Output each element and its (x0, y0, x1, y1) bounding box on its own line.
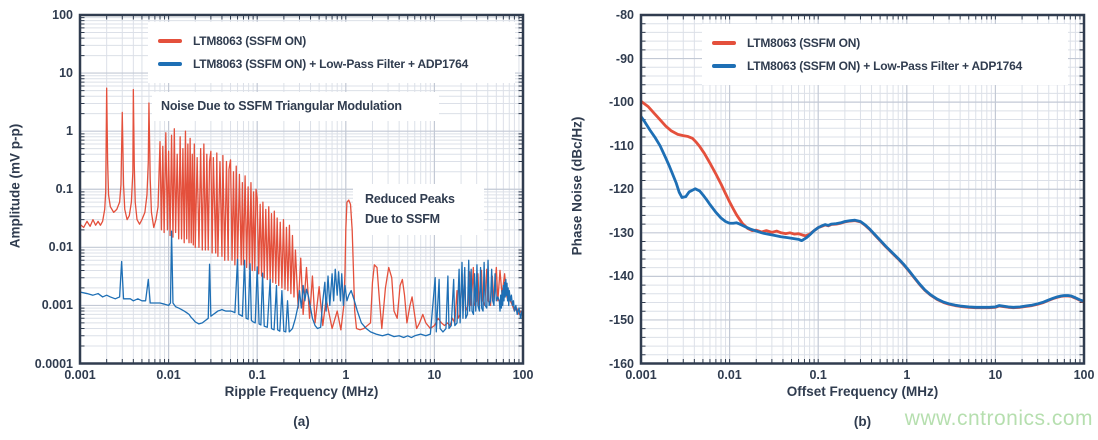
y-tick-label: -120 (608, 182, 634, 197)
legend-line-swatch-red (712, 41, 736, 45)
x-tick-label: 0.01 (156, 368, 181, 382)
x-tick-label: 100 (1073, 368, 1095, 382)
legend-entry-blue: LTM8063 (SSFM ON) + Low-Pass Filter + AD… (712, 59, 1068, 73)
legend-entry-red: LTM8063 (SSFM ON) (158, 34, 515, 48)
x-tick-label: 0.1 (809, 368, 827, 382)
legend-entry-blue: LTM8063 (SSFM ON) + Low-Pass Filter + AD… (158, 57, 515, 71)
legend-line-swatch-blue (712, 64, 736, 68)
x-tick-label: 100 (512, 368, 534, 382)
annotation-text-line1: Reduced Peaks (365, 192, 455, 206)
legend-b: LTM8063 (SSFM ON) LTM8063 (SSFM ON) + Lo… (702, 24, 1068, 85)
y-tick-label: 0.1 (55, 182, 73, 197)
legend-entry-red: LTM8063 (SSFM ON) (712, 36, 1068, 50)
y-tick-label: -90 (615, 51, 634, 66)
y-tick-label: 100 (52, 8, 73, 22)
legend-a: LTM8063 (SSFM ON) LTM8063 (SSFM ON) + Lo… (148, 22, 515, 83)
y-tick-label: -100 (608, 95, 634, 110)
x-tick-label: 0.001 (625, 368, 657, 382)
annotation-reduced-peaks: Reduced Peaks Due to SSFM (353, 184, 484, 235)
y-tick-label: 10 (59, 66, 73, 81)
legend-label: LTM8063 (SSFM ON) (747, 36, 861, 50)
y-tick-label: -140 (608, 269, 634, 284)
y-tick-label: 0.0001 (34, 356, 73, 371)
annotation-text-line2: Due to SSFM (365, 211, 440, 226)
annotation-text: Noise Due to SSFM Triangular Modulation (161, 99, 402, 113)
y-tick-label: -160 (608, 356, 634, 371)
annotation-noise-ssfm: Noise Due to SSFM Triangular Modulation (152, 92, 439, 121)
y-tick-label: -130 (608, 225, 634, 240)
legend-line-swatch-blue (158, 62, 182, 66)
x-tick-label: 1 (903, 368, 911, 382)
legend-line-swatch-red (158, 39, 182, 43)
x-tick-label: 10 (427, 368, 442, 382)
x-tick-label: 1 (342, 368, 350, 382)
y-tick-label: -80 (615, 8, 634, 22)
y-tick-label: 0.001 (41, 298, 73, 313)
legend-label: LTM8063 (SSFM ON) + Low-Pass Filter + AD… (747, 59, 1023, 73)
x-tick-label: 10 (988, 368, 1003, 382)
legend-label: LTM8063 (SSFM ON) + Low-Pass Filter + AD… (193, 57, 469, 71)
caption-b: (b) (853, 414, 872, 429)
legend-label: LTM8063 (SSFM ON) (193, 34, 307, 48)
y-tick-label: 1 (66, 124, 73, 139)
y-tick-label: -150 (608, 312, 634, 327)
x-tick-label: 0.01 (717, 368, 742, 382)
caption-a: (a) (293, 414, 310, 429)
x-axis-label-a: Ripple Frequency (MHz) (224, 384, 379, 399)
x-tick-label: 0.001 (64, 368, 96, 382)
x-tick-label: 0.1 (248, 368, 266, 382)
y-tick-label: 0.01 (48, 240, 73, 255)
x-axis-label-b: Offset Frequency (MHz) (786, 384, 939, 399)
y-tick-label: -110 (609, 138, 634, 153)
watermark: www.cntronics.com (904, 407, 1093, 430)
